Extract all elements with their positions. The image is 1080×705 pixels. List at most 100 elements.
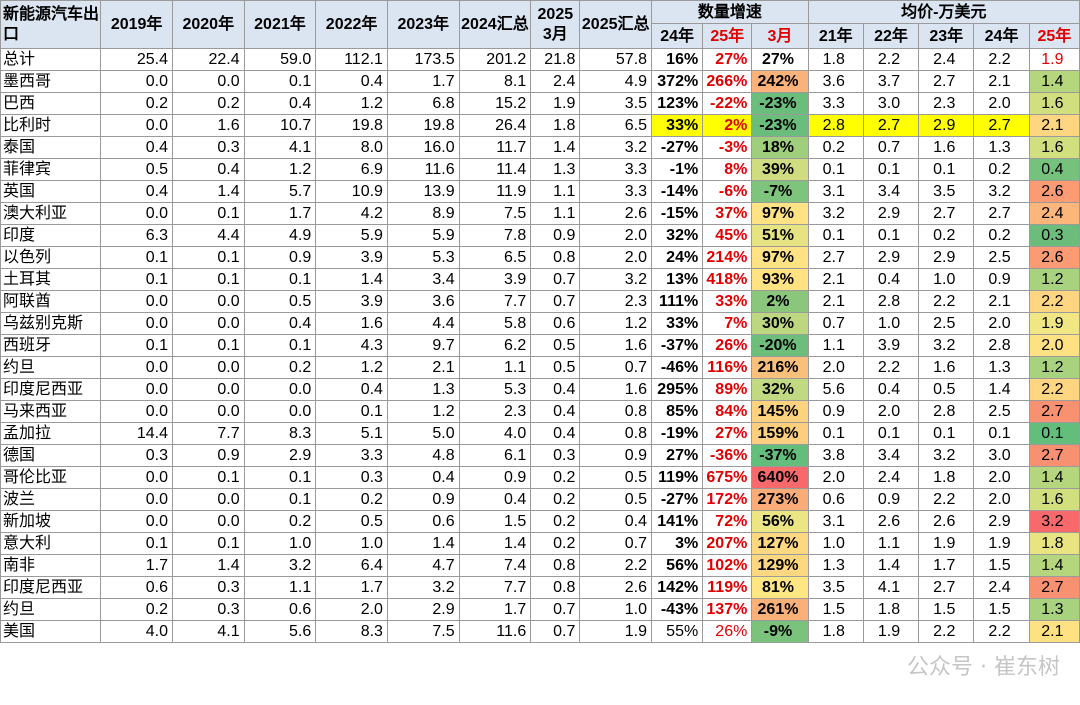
row-volume-cell: 4.0 (458, 422, 532, 445)
row-volume-cell: 1.1 (530, 180, 581, 203)
row-price-25: 2.1 (1028, 620, 1080, 643)
header-year-2019: 2019年 (100, 0, 173, 49)
row-volume-cell: 3.6 (386, 290, 460, 313)
row-price-25: 1.4 (1028, 70, 1080, 93)
row-price-25: 0.1 (1028, 422, 1080, 445)
row-volume-cell: 4.9 (579, 70, 653, 93)
row-growth-25: 119% (702, 576, 753, 599)
row-growth-march: -7% (751, 180, 809, 203)
row-growth-25: 2% (702, 114, 753, 137)
row-volume-cell: 0.7 (530, 290, 581, 313)
row-volume-cell: 0.0 (171, 356, 245, 379)
row-volume-cell: 0.3 (315, 466, 388, 489)
row-volume-cell: 0.4 (315, 70, 388, 93)
row-growth-25: 102% (702, 554, 753, 577)
watermark: 公众号 · 崔东树 (907, 655, 1060, 680)
row-price-cell: 2.3 (918, 92, 975, 115)
row-price-cell: 1.9 (918, 532, 975, 555)
table-row: 意大利 0.1 0.1 1.0 1.0 1.4 1.4 0.2 0.7 3% 207% 127% 1.0… (0, 532, 1080, 555)
row-country: 土耳其 (0, 268, 102, 291)
row-growth-25: 418% (702, 268, 753, 291)
row-country: 波兰 (0, 488, 102, 511)
row-volume-cell: 0.3 (171, 136, 245, 159)
row-price-cell: 3.9 (862, 334, 920, 357)
row-growth-march: 30% (751, 312, 809, 335)
row-volume-cell: 11.6 (458, 620, 532, 643)
row-price-cell: 2.2 (973, 620, 1030, 643)
row-price-cell: 1.3 (807, 554, 864, 577)
row-volume-cell: 0.5 (315, 510, 388, 533)
row-volume-cell: 0.2 (530, 532, 581, 555)
row-price-cell: 2.0 (862, 400, 920, 423)
row-volume-cell: 5.3 (458, 378, 532, 401)
row-volume-cell: 0.0 (100, 312, 173, 335)
row-price-cell: 0.2 (973, 224, 1030, 247)
row-price-25: 1.9 (1028, 312, 1080, 335)
table-row: 印度尼西亚 0.0 0.0 0.0 0.4 1.3 5.3 0.4 1.6 295% 89% 32% 5… (0, 378, 1080, 401)
row-price-25: 1.8 (1028, 532, 1080, 555)
row-price-cell: 3.4 (862, 444, 920, 467)
header-growth-24: 24年 (651, 23, 704, 49)
row-volume-cell: 2.1 (386, 356, 460, 379)
row-growth-march: 159% (751, 422, 809, 445)
row-price-cell: 0.2 (973, 158, 1030, 181)
row-volume-cell: 0.4 (171, 158, 245, 181)
row-price-cell: 2.8 (918, 400, 975, 423)
row-price-cell: 2.9 (918, 114, 975, 137)
header-price-25: 25年 (1028, 23, 1080, 49)
table-row: 新加坡 0.0 0.0 0.2 0.5 0.6 1.5 0.2 0.4 141% 72% 56% 3.1… (0, 510, 1080, 533)
row-volume-cell: 0.4 (243, 92, 317, 115)
row-price-25: 2.7 (1028, 444, 1080, 467)
table-row: 比利时 0.0 1.6 10.7 19.8 19.8 26.4 1.8 6.5 33% 2% -23%… (0, 114, 1080, 137)
row-price-cell: 0.9 (862, 488, 920, 511)
row-price-cell: 0.4 (862, 268, 920, 291)
row-price-cell: 0.6 (807, 488, 864, 511)
row-volume-cell: 1.4 (171, 180, 245, 203)
row-volume-cell: 0.8 (530, 576, 581, 599)
row-growth-24: -1% (651, 158, 704, 181)
row-volume-cell: 5.9 (386, 224, 460, 247)
row-volume-cell: 4.8 (386, 444, 460, 467)
row-volume-cell: 15.2 (458, 92, 532, 115)
row-price-cell: 0.1 (807, 224, 864, 247)
row-growth-march: 93% (751, 268, 809, 291)
row-volume-cell: 0.5 (243, 290, 317, 313)
row-growth-25: 84% (702, 400, 753, 423)
row-volume-cell: 0.0 (171, 400, 245, 423)
row-price-cell: 0.7 (862, 136, 920, 159)
row-price-cell: 1.0 (807, 532, 864, 555)
row-volume-cell: 2.6 (579, 202, 653, 225)
row-volume-cell: 2.3 (579, 290, 653, 313)
row-price-25: 1.9 (1028, 48, 1080, 71)
row-volume-cell: 0.7 (579, 356, 653, 379)
row-growth-march: 145% (751, 400, 809, 423)
row-volume-cell: 0.1 (100, 268, 173, 291)
row-growth-24: 24% (651, 246, 704, 269)
row-volume-cell: 4.9 (243, 224, 317, 247)
row-price-cell: 3.2 (918, 444, 975, 467)
row-country: 约旦 (0, 598, 102, 621)
row-volume-cell: 11.4 (458, 158, 532, 181)
row-growth-march: 242% (751, 70, 809, 93)
row-price-cell: 1.1 (862, 532, 920, 555)
row-price-cell: 1.8 (807, 620, 864, 643)
row-price-cell: 1.5 (973, 554, 1030, 577)
row-price-25: 2.2 (1028, 290, 1080, 313)
row-volume-cell: 0.1 (100, 334, 173, 357)
row-volume-cell: 0.0 (243, 400, 317, 423)
row-volume-cell: 0.4 (100, 180, 173, 203)
row-growth-march: 273% (751, 488, 809, 511)
row-volume-cell: 0.1 (243, 70, 317, 93)
row-volume-cell: 0.7 (530, 268, 581, 291)
row-volume-cell: 3.3 (579, 158, 653, 181)
row-price-cell: 2.6 (918, 510, 975, 533)
row-volume-cell: 7.5 (386, 620, 460, 643)
row-price-cell: 2.2 (918, 290, 975, 313)
row-country: 比利时 (0, 114, 102, 137)
header-price-24: 24年 (973, 23, 1030, 49)
row-volume-cell: 3.4 (386, 268, 460, 291)
row-volume-cell: 2.9 (243, 444, 317, 467)
row-country: 南非 (0, 554, 102, 577)
row-price-25: 2.0 (1028, 334, 1080, 357)
row-volume-cell: 1.9 (530, 92, 581, 115)
